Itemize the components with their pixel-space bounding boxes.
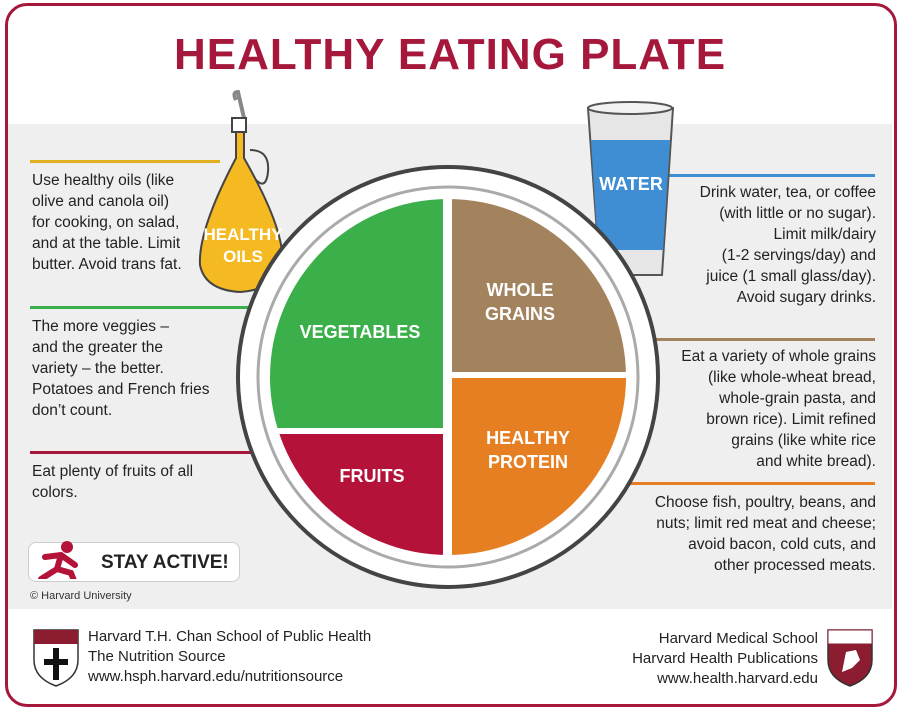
- vegetables-text: The more veggies – and the greater the var…: [32, 318, 210, 419]
- protein-text: Choose fish, poultry, beans, and nuts; li…: [654, 494, 876, 574]
- water-glass-icon: [586, 101, 675, 276]
- grains-label-2: GRAINS: [485, 304, 555, 324]
- protein-label-2: PROTEIN: [488, 452, 568, 472]
- stay-active-label: STAY ACTIVE!: [101, 552, 229, 573]
- oils-line: [30, 160, 220, 163]
- grains-label-1: WHOLE: [487, 280, 554, 300]
- copyright: © Harvard University: [30, 590, 132, 602]
- frame: [5, 3, 897, 707]
- oils-label-1: HEALTHY: [203, 225, 283, 244]
- hms-shield-icon: [827, 629, 873, 687]
- water-label: WATER: [599, 174, 663, 194]
- footer-left: Harvard T.H. Chan School of Public Healt…: [88, 628, 372, 685]
- stay-active-badge: STAY ACTIVE!: [28, 541, 240, 582]
- oils-text: Use healthy oils (like olive and canola o…: [32, 172, 182, 273]
- vegetables-label: VEGETABLES: [300, 322, 421, 342]
- fruits-line: [30, 451, 300, 454]
- grains-line: [620, 338, 875, 341]
- fruits-label: FRUITS: [340, 466, 405, 486]
- oil-bottle-icon: [198, 89, 284, 294]
- oils-label-2: OILS: [223, 247, 263, 266]
- runner-icon: [38, 541, 78, 579]
- page-title: HEALTHY EATING PLATE: [173, 30, 727, 79]
- footer-right: Harvard Medical School Harvard Health Pub…: [632, 630, 818, 687]
- water-text: Drink water, tea, or coffee (with little …: [699, 184, 876, 306]
- vegetables-line: [30, 306, 280, 309]
- fruits-text: Eat plenty of fruits of all colors.: [32, 463, 194, 501]
- grains-text: Eat a variety of whole grains (like whole…: [681, 348, 876, 470]
- protein-label-1: HEALTHY: [486, 428, 570, 448]
- hsph-shield-icon: [33, 629, 79, 687]
- protein-line: [600, 482, 875, 485]
- water-line: [660, 174, 875, 177]
